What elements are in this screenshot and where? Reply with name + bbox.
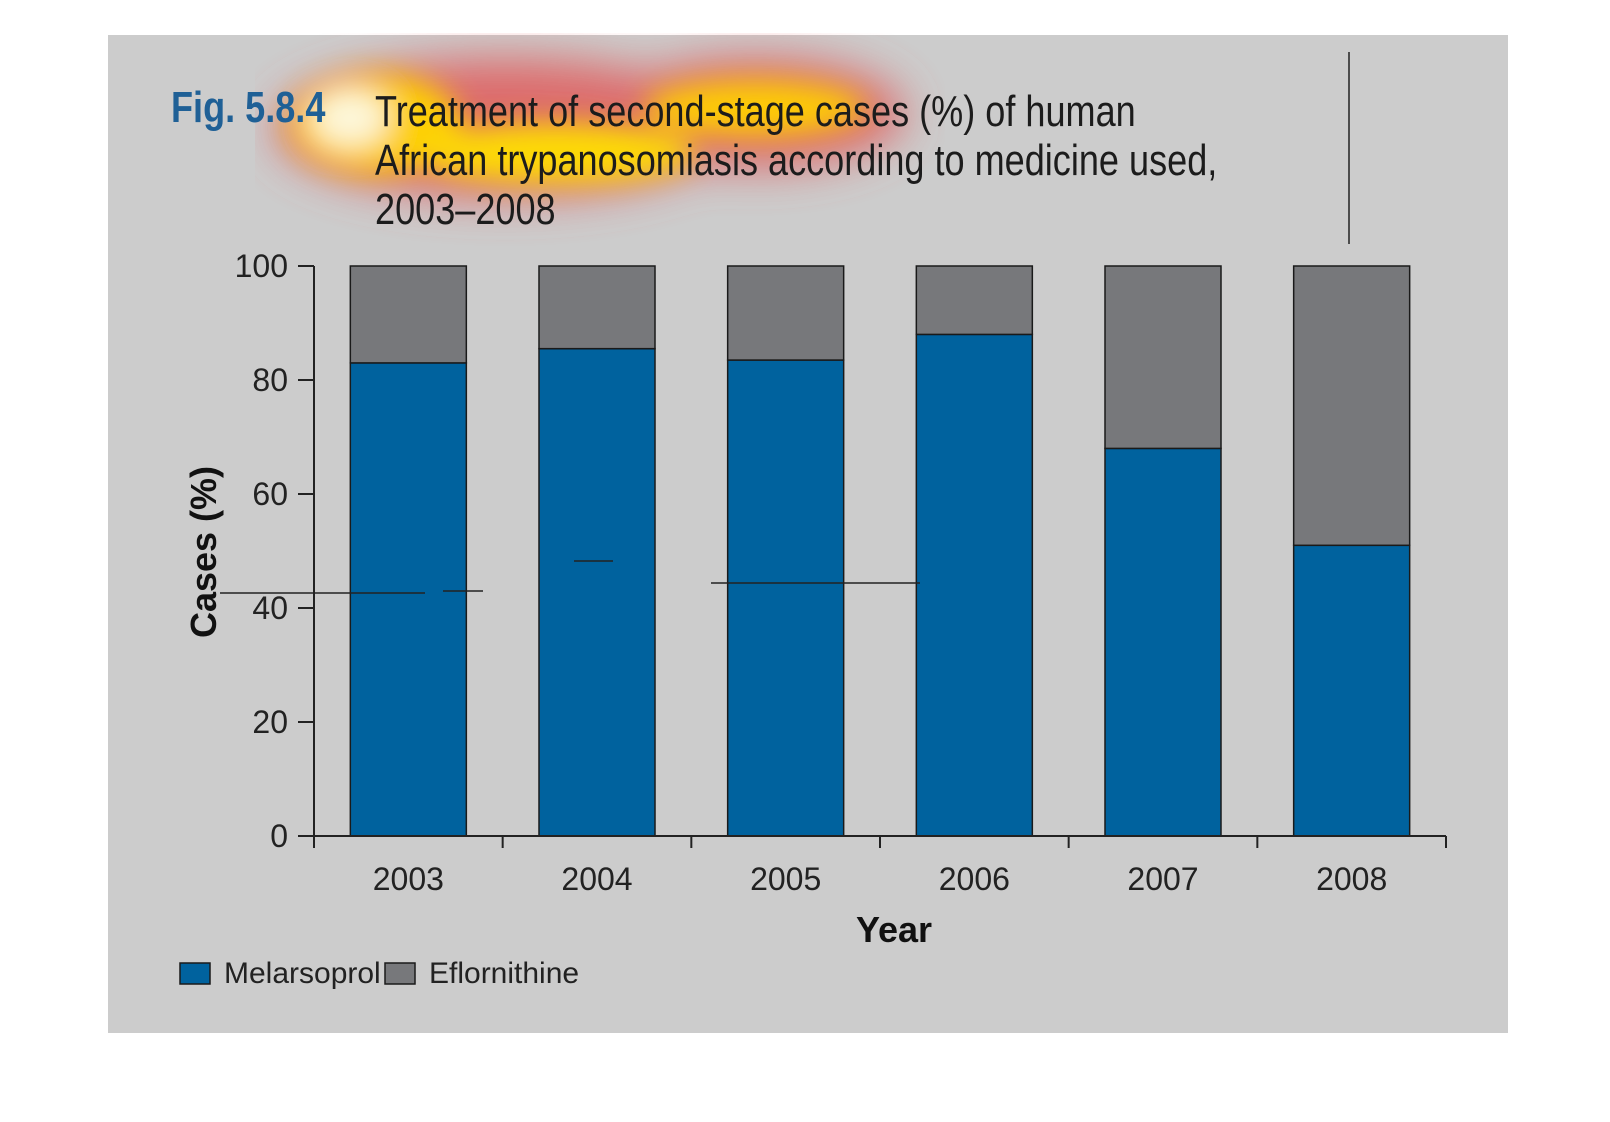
bar-melarsoprol-2003 <box>349 362 468 837</box>
x-tick-label-2007: 2007 <box>1127 861 1198 897</box>
legend: Melarsoprol Eflornithine <box>179 957 579 990</box>
bar-melarsoprol-2006 <box>915 333 1034 837</box>
figure-title-line-2: African trypanosomiasis according to med… <box>375 136 1218 185</box>
legend-swatch-eflornithine <box>384 962 416 985</box>
x-axis-title: Year <box>856 909 932 950</box>
bar-eflornithine-2004 <box>538 265 656 350</box>
y-axis-title: Cases (%) <box>183 466 224 638</box>
figure-title: Treatment of second-stage cases (%) of h… <box>375 87 1217 234</box>
legend-label-eflornithine: Eflornithine <box>429 957 579 990</box>
bar-eflornithine-2006 <box>915 265 1034 336</box>
y-tick-label-20: 20 <box>252 704 288 740</box>
bar-melarsoprol-2005 <box>726 359 845 837</box>
x-tick-label-2004: 2004 <box>561 861 632 897</box>
bar-eflornithine-2005 <box>726 265 845 361</box>
axes-layer: 0 20 40 60 80 100 2003 2004 2005 2006 2007 2008 <box>235 248 1447 897</box>
legend-label-melarsoprol: Melarsoprol <box>224 957 381 990</box>
y-tick-label-40: 40 <box>252 590 288 626</box>
bar-melarsoprol-2004 <box>538 347 656 837</box>
figure-title-line-3: 2003–2008 <box>375 185 556 234</box>
x-tick-label-2003: 2003 <box>373 861 444 897</box>
figure-title-line-1: Treatment of second-stage cases (%) of h… <box>375 87 1136 136</box>
x-tick-label-2008: 2008 <box>1316 861 1387 897</box>
bar-melarsoprol-2008 <box>1292 544 1411 837</box>
y-tick-label-80: 80 <box>252 362 288 398</box>
bar-eflornithine-2003 <box>349 265 468 364</box>
y-tick-label-0: 0 <box>270 818 288 854</box>
y-tick-label-100: 100 <box>235 248 288 284</box>
bar-melarsoprol-2007 <box>1104 447 1222 837</box>
bar-eflornithine-2007 <box>1104 265 1222 450</box>
bar-eflornithine-2008 <box>1292 265 1411 547</box>
legend-swatch-melarsoprol <box>179 962 211 985</box>
x-tick-label-2005: 2005 <box>750 861 821 897</box>
figure-label: Fig. 5.8.4 <box>171 83 326 132</box>
x-tick-label-2006: 2006 <box>939 861 1010 897</box>
stray-lines <box>220 560 920 594</box>
bars-layer <box>349 265 1411 837</box>
y-tick-label-60: 60 <box>252 476 288 512</box>
